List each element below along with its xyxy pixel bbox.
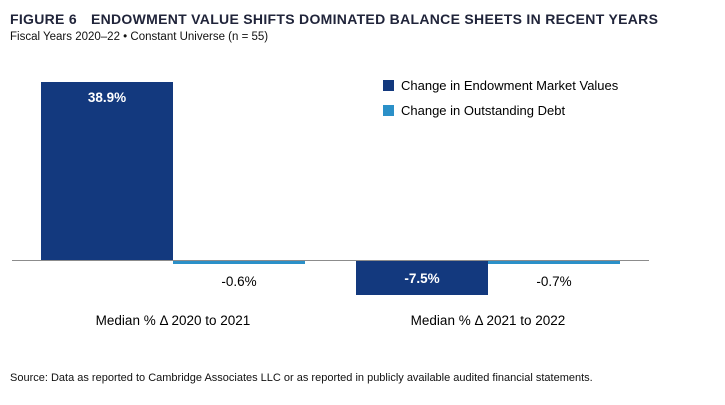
value-label-change-in-endowment-market-values-1: 38.9% xyxy=(87,90,127,105)
legend-swatch-icon xyxy=(383,105,394,116)
bar-change-in-endowment-market-values-2 xyxy=(356,261,488,295)
figure-title-text: ENDOWMENT VALUE SHIFTS DOMINATED BALANCE… xyxy=(90,11,659,27)
source-note: Source: Data as reported to Cambridge As… xyxy=(10,372,593,384)
chart-legend: Change in Endowment Market Values Change … xyxy=(383,78,618,128)
legend-item-change-in-endowment-market-values: Change in Endowment Market Values xyxy=(383,78,618,93)
figure-subtitle: Fiscal Years 2020–22 • Constant Universe… xyxy=(10,31,269,43)
value-label-change-in-outstanding-debt-1: -0.6% xyxy=(221,274,257,289)
figure-title: FIGURE 6 ENDOWMENT VALUE SHIFTS DOMINATED… xyxy=(10,11,658,27)
legend-swatch-icon xyxy=(383,80,394,91)
value-label-change-in-endowment-market-values-2: -7.5% xyxy=(404,271,440,286)
category-label-1: Median % Δ 2020 to 2021 xyxy=(95,313,251,328)
legend-label: Change in Outstanding Debt xyxy=(401,103,566,118)
bar-change-in-endowment-market-values-1 xyxy=(41,82,173,260)
figure-header: FIGURE 6 ENDOWMENT VALUE SHIFTS DOMINATED… xyxy=(10,11,658,43)
bar-change-in-outstanding-debt-1 xyxy=(173,261,305,264)
figure-number: FIGURE 6 xyxy=(10,11,77,27)
legend-item-change-in-outstanding-debt: Change in Outstanding Debt xyxy=(383,103,618,118)
category-label-2: Median % Δ 2021 to 2022 xyxy=(410,313,566,328)
legend-label: Change in Endowment Market Values xyxy=(401,78,619,93)
value-label-change-in-outstanding-debt-2: -0.7% xyxy=(536,274,572,289)
bar-change-in-outstanding-debt-2 xyxy=(488,261,620,264)
x-axis-line xyxy=(12,260,649,261)
